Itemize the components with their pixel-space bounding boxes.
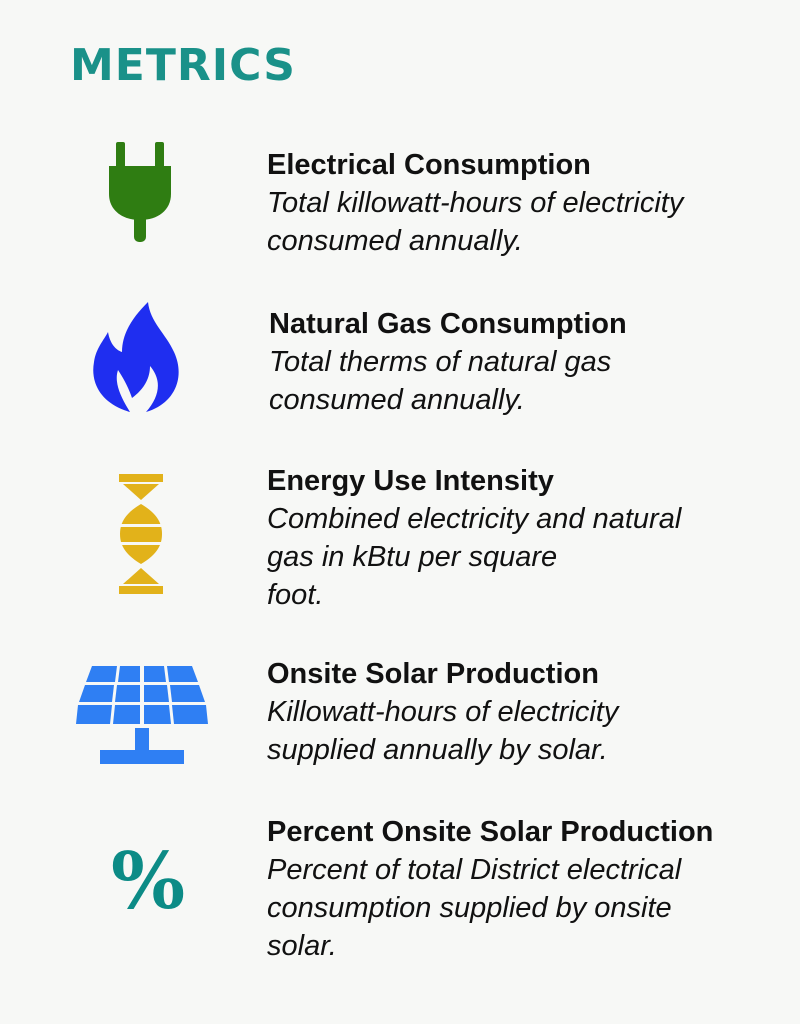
metric-description-line: Percent of total District electrical — [267, 854, 682, 886]
metric-energy-use-intensity: Energy Use Intensity Combined electricit… — [267, 462, 767, 614]
energy-intensity-icon — [119, 474, 163, 594]
metric-title: Electrical Consumption — [267, 149, 591, 181]
metric-title: Percent Onsite Solar Production — [267, 816, 714, 848]
metric-title: Energy Use Intensity — [267, 465, 554, 497]
metric-description-line: Killowatt-hours of electricity — [267, 696, 619, 728]
metric-title: Onsite Solar Production — [267, 658, 599, 690]
metric-description-line: consumed annually. — [267, 225, 523, 257]
metric-electrical-consumption: Electrical Consumption Total killowatt-h… — [267, 146, 767, 260]
metric-title: Natural Gas Consumption — [269, 308, 627, 340]
plug-icon — [109, 142, 171, 242]
metric-natural-gas-consumption: Natural Gas Consumption Total therms of … — [269, 305, 769, 419]
metric-description-line: consumption supplied by onsite — [267, 892, 672, 924]
metric-description-line: Total killowatt-hours of electricity — [267, 187, 684, 219]
metric-description-line: gas in kBtu per square — [267, 541, 558, 573]
metric-description-line: Total therms of natural gas — [269, 346, 612, 378]
percent-icon: % — [110, 836, 186, 927]
metric-onsite-solar-production: Onsite Solar Production Killowatt-hours … — [267, 655, 767, 769]
metric-description-line: consumed annually. — [269, 384, 525, 416]
flame-icon — [93, 302, 179, 412]
page-title: METRICS — [70, 40, 296, 91]
metric-description-line: Combined electricity and natural — [267, 503, 682, 535]
metric-description-line: supplied annually by solar. — [267, 734, 608, 766]
solar-panel-icon — [76, 666, 208, 764]
metric-description-line: solar. — [267, 930, 337, 962]
metric-description-line: foot. — [267, 579, 324, 611]
metric-percent-onsite-solar-production: Percent Onsite Solar Production Percent … — [267, 813, 767, 965]
